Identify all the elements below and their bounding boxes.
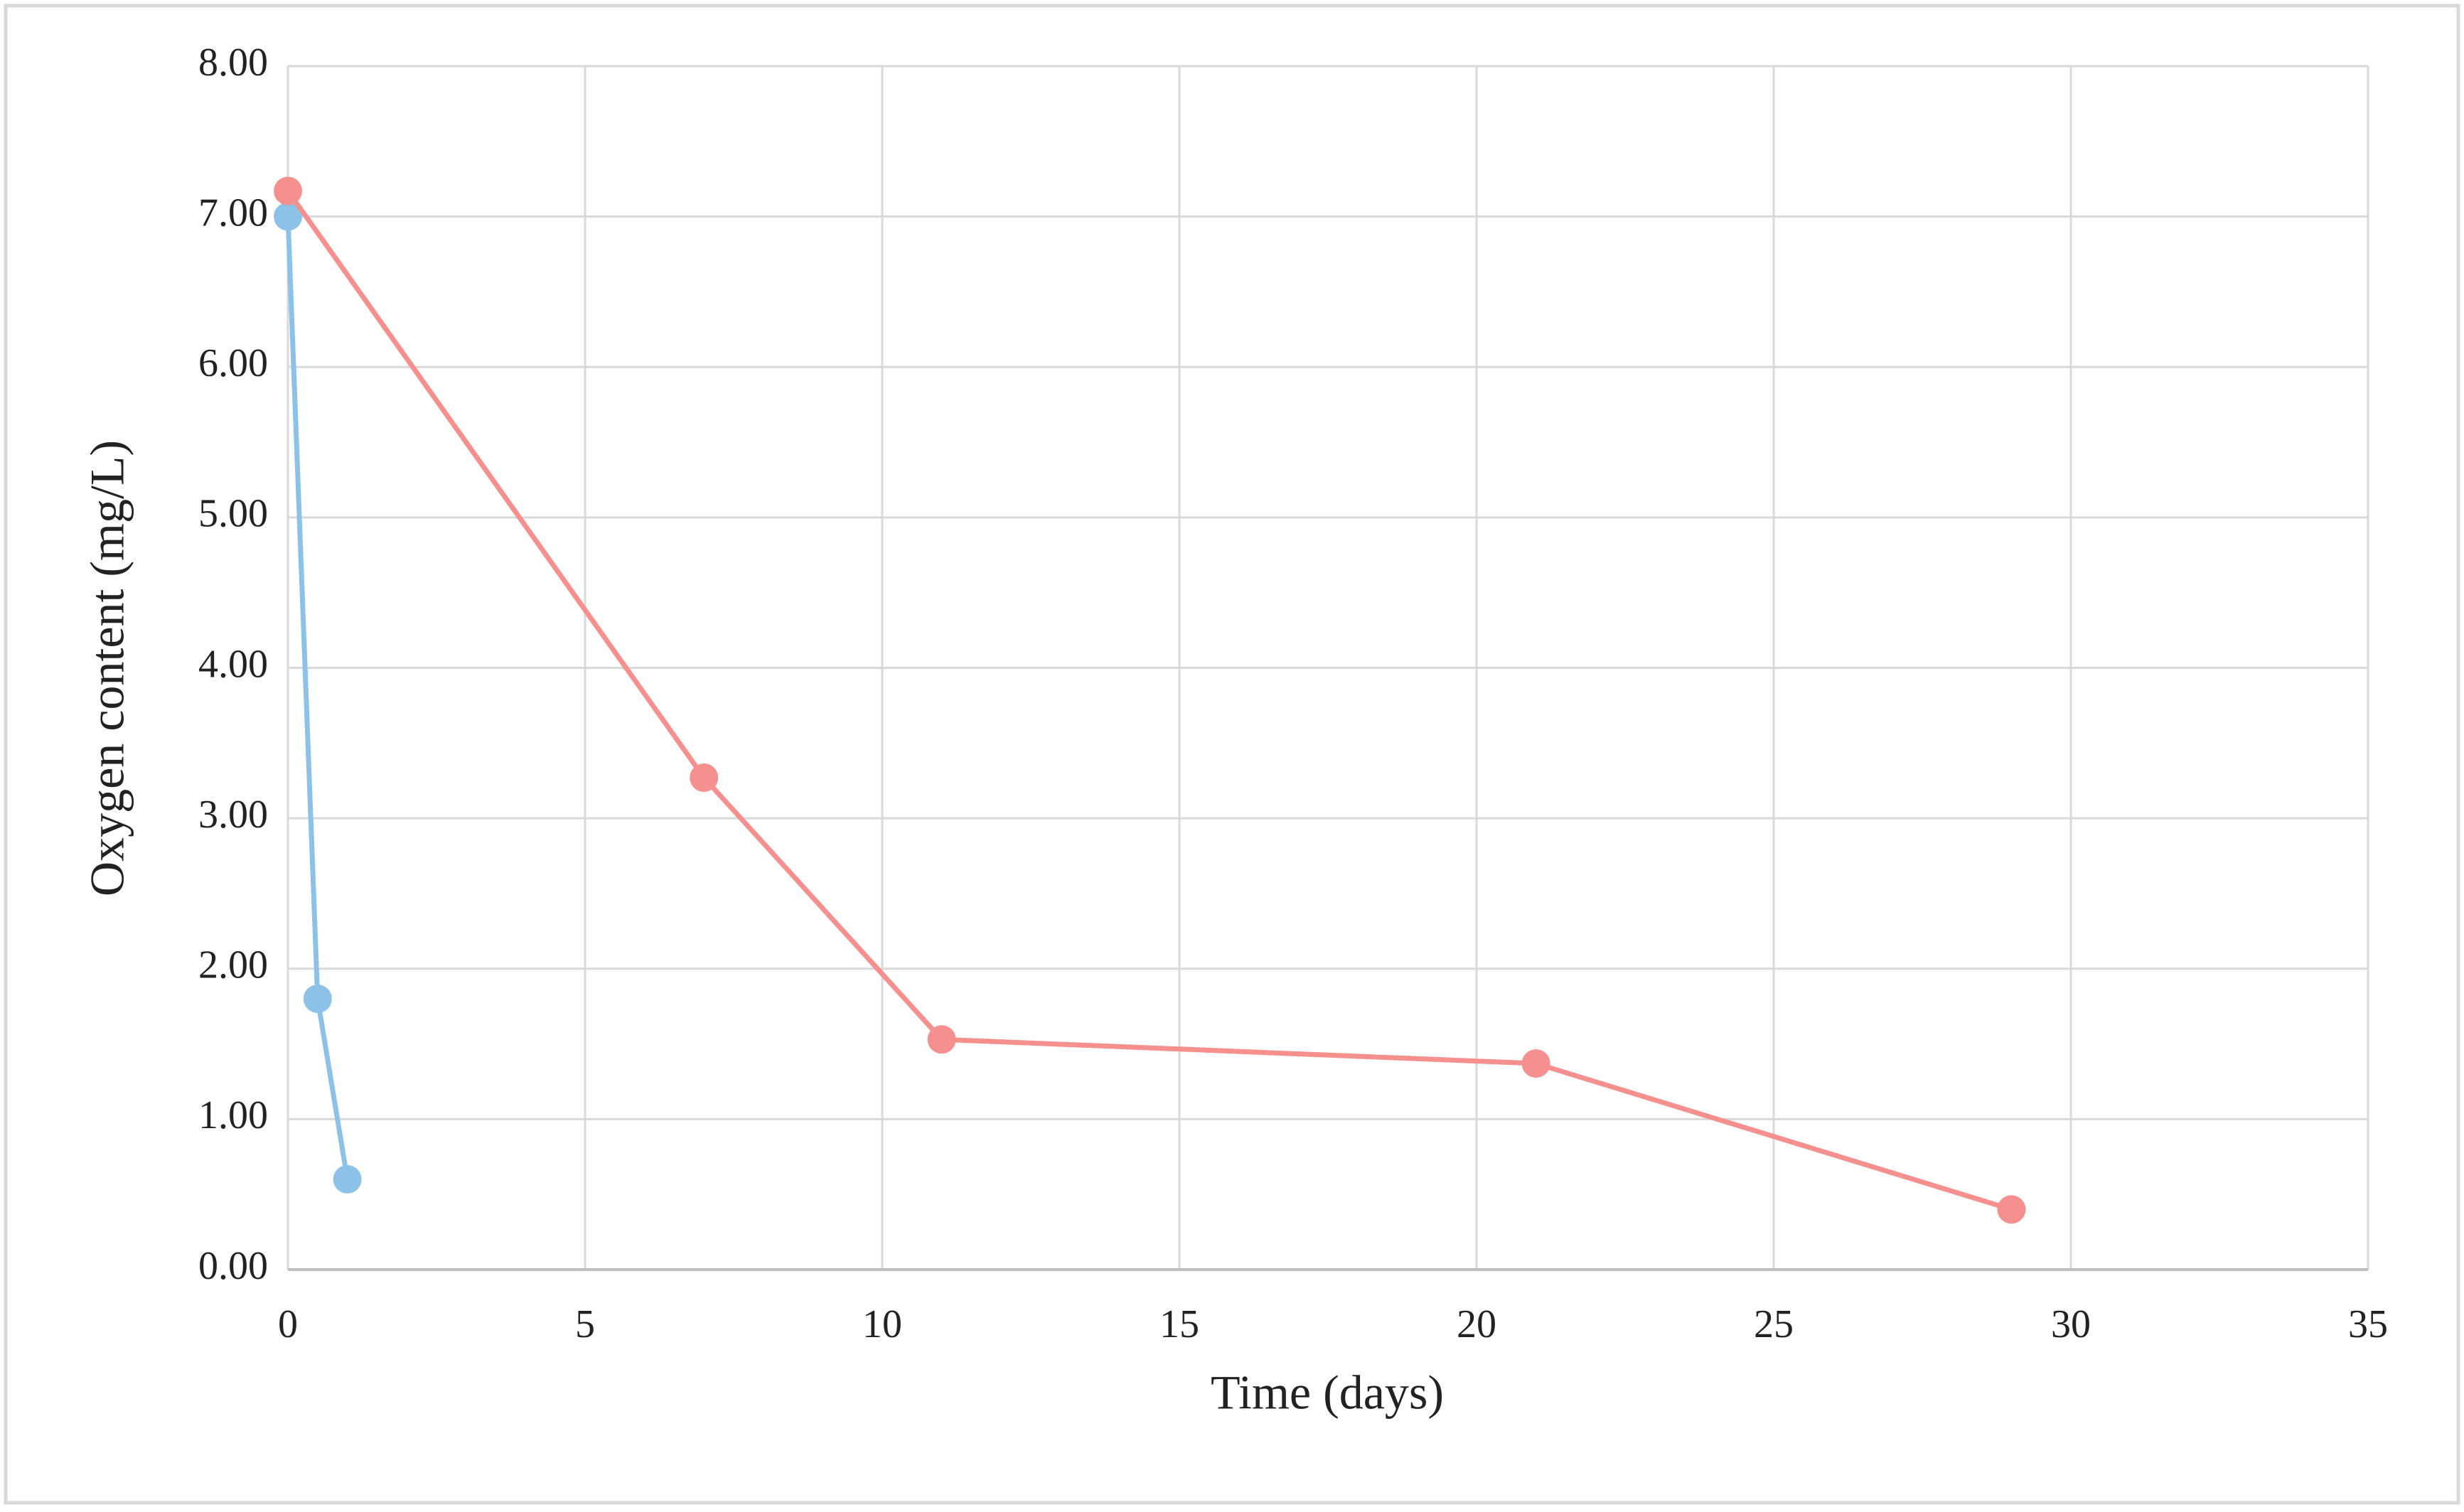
x-tick-label: 20 [1457, 1302, 1496, 1346]
data-point [1997, 1195, 2026, 1224]
y-tick-label: 6.00 [198, 341, 268, 385]
grid [286, 65, 2369, 1271]
data-point [927, 1025, 956, 1054]
x-tick-label: 25 [1754, 1302, 1794, 1346]
x-tick-label: 35 [2348, 1302, 2388, 1346]
x-axis-title: Time (days) [1211, 1366, 1444, 1420]
x-tick-label: 30 [2051, 1302, 2091, 1346]
y-tick-label: 0.00 [198, 1244, 268, 1288]
data-point [333, 1165, 362, 1194]
chart-frame [4, 4, 2460, 1505]
y-tick-label: 7.00 [198, 191, 268, 235]
data-point [1521, 1049, 1550, 1078]
y-tick-label: 4.00 [198, 642, 268, 686]
y-axis-title: Oxygen content (mg/L) [80, 440, 134, 896]
x-tick-label: 0 [278, 1302, 298, 1346]
y-tick-label: 8.00 [198, 41, 268, 85]
data-point [274, 176, 302, 205]
x-tick-label: 10 [862, 1302, 902, 1346]
y-tick-label: 5.00 [198, 492, 268, 536]
x-tick-label: 5 [575, 1302, 595, 1346]
x-tick-label: 15 [1159, 1302, 1199, 1346]
y-tick-label: 1.00 [198, 1093, 268, 1137]
y-tick-label: 2.00 [198, 943, 268, 987]
plot-area [274, 176, 2026, 1224]
y-tick-label: 3.00 [198, 793, 268, 837]
data-point [274, 202, 302, 231]
data-point [690, 763, 719, 792]
data-point [303, 985, 332, 1014]
